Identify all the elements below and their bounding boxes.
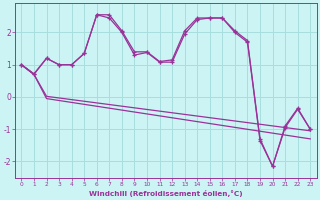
X-axis label: Windchill (Refroidissement éolien,°C): Windchill (Refroidissement éolien,°C) (89, 190, 243, 197)
